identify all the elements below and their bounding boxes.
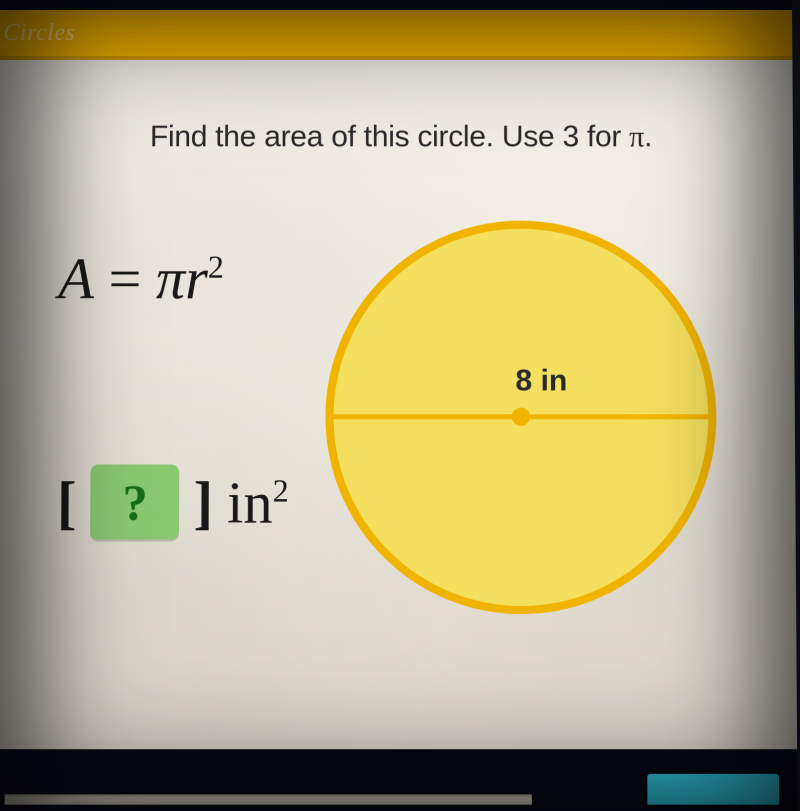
answer-unit: in2: [227, 468, 289, 536]
content-area: Find the area of this circle. Use 3 for …: [0, 60, 797, 749]
formula-pi: π: [156, 246, 185, 312]
photo-frame: f Circles Find the area of this circle. …: [0, 0, 800, 811]
answer-left-bracket: [: [57, 468, 77, 536]
answer-input[interactable]: ?: [90, 464, 179, 539]
prompt-text-after: .: [644, 120, 652, 153]
tab-header: f Circles: [0, 10, 792, 60]
prompt-text-before: Find the area of this circle. Use 3 for: [150, 120, 629, 153]
question-prompt: Find the area of this circle. Use 3 for …: [39, 120, 763, 154]
formula-r: r: [185, 246, 208, 312]
answer-right-bracket: ]: [193, 468, 213, 536]
formula-exponent: 2: [208, 250, 224, 285]
area-formula: A = πr2: [58, 245, 289, 313]
tab-title: f Circles: [0, 20, 75, 47]
answer-unit-exp: 2: [273, 473, 289, 509]
enter-button[interactable]: [647, 774, 779, 805]
center-dot: [512, 408, 530, 426]
screen-border: f Circles Find the area of this circle. …: [0, 0, 798, 811]
answer-row: [ ? ] in2: [57, 464, 289, 539]
formula-A: A: [58, 246, 94, 312]
left-column: A = πr2 [ ? ] in2: [57, 215, 290, 540]
pi-symbol: π: [629, 120, 644, 153]
diameter-label: 8 in: [515, 364, 567, 398]
formula-equals: =: [94, 246, 156, 312]
circle-svg: [319, 215, 723, 621]
circle-figure: 8 in: [319, 215, 723, 621]
answer-unit-base: in: [227, 469, 273, 535]
main-row: A = πr2 [ ? ] in2: [36, 215, 766, 621]
